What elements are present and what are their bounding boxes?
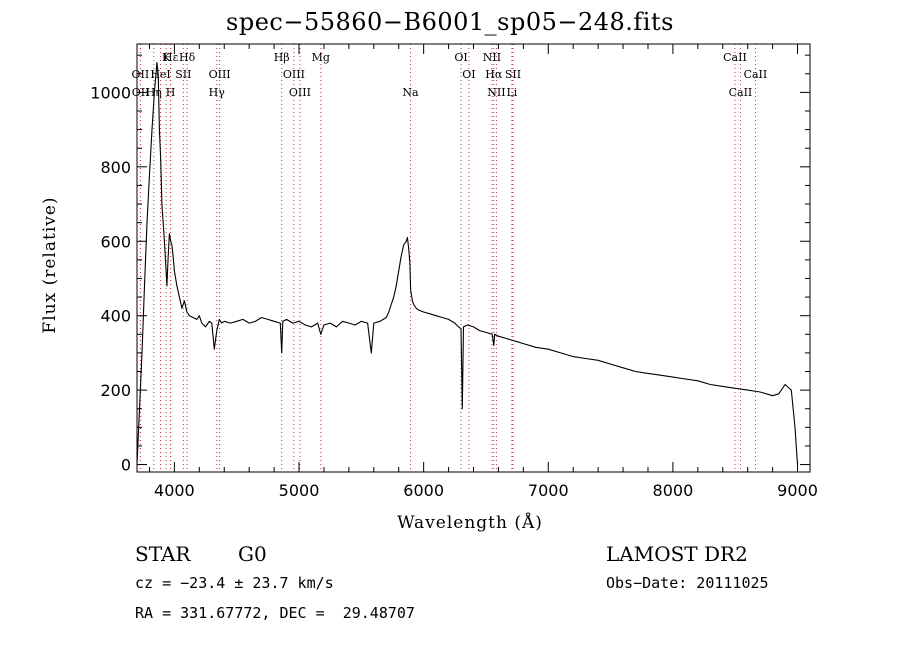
marker-label: NII [483, 51, 501, 64]
marker-label: Mg [312, 51, 330, 64]
axis-tick-labels: 4000 5000 6000 7000 8000 9000 0 200 400 600 800 100… [90, 83, 818, 500]
marker-label: SII [175, 68, 191, 81]
y-tick-label: 1000 [90, 83, 131, 102]
marker-label: OIII [209, 68, 231, 81]
coordinates: RA = 331.67772, DEC = 29.48707 [135, 604, 415, 622]
axis-ticks [137, 44, 810, 472]
marker-label: OIII [289, 86, 311, 99]
marker-label: CaII [729, 86, 753, 99]
marker-label: Hα [485, 68, 503, 81]
marker-label: Na [402, 86, 419, 99]
spectrum-series [136, 62, 799, 465]
x-tick-label: 6000 [403, 481, 444, 500]
redshift-readout: cz = −23.4 ± 23.7 km/s [135, 574, 334, 592]
marker-label: Hγ [209, 86, 226, 99]
y-tick-label: 200 [100, 381, 131, 400]
emission-line-labels: Hε OII OII K HeI Hη Hδ SII H OIII Hγ Hβ OIII OIII Mg Na… [132, 51, 768, 99]
x-axis-label: Wavelength (Å) [397, 513, 543, 533]
marker-label: CaII [744, 68, 768, 81]
marker-label: Hε [163, 51, 179, 64]
plot-frame [136, 43, 811, 473]
object-subclass: G0 [238, 542, 267, 566]
marker-label: OI [454, 51, 467, 64]
y-tick-label: 0 [121, 456, 131, 475]
x-tick-label: 7000 [528, 481, 569, 500]
marker-label: Li [506, 86, 517, 99]
y-tick-label: 800 [100, 158, 131, 177]
marker-label: Hη [146, 86, 162, 99]
marker-label: HeI [150, 68, 170, 81]
marker-label: OI [462, 68, 475, 81]
marker-label: SII [505, 68, 521, 81]
survey-label: LAMOST DR2 [606, 542, 748, 566]
x-tick-label: 8000 [653, 481, 694, 500]
x-tick-label: 4000 [154, 481, 195, 500]
marker-label: Hβ [274, 51, 290, 64]
marker-label: K [162, 51, 171, 64]
emission-line-markers [139, 44, 756, 472]
y-tick-label: 400 [100, 307, 131, 326]
marker-label: OII [132, 86, 150, 99]
marker-label: H [166, 86, 176, 99]
marker-label: OII [132, 68, 150, 81]
spectrum-line [136, 62, 799, 465]
obs-date: Obs−Date: 20111025 [606, 574, 769, 592]
object-class: STAR [135, 542, 191, 566]
y-tick-label: 600 [100, 232, 131, 251]
y-axis-label: Flux (relative) [40, 196, 60, 334]
marker-label: OIII [283, 68, 305, 81]
x-tick-label: 9000 [777, 481, 818, 500]
chart-title: spec−55860−B6001_sp05−248.fits [226, 8, 674, 36]
marker-label: Hδ [179, 51, 196, 64]
marker-label: NII [487, 86, 505, 99]
x-tick-label: 5000 [279, 481, 320, 500]
marker-label: CaII [723, 51, 747, 64]
